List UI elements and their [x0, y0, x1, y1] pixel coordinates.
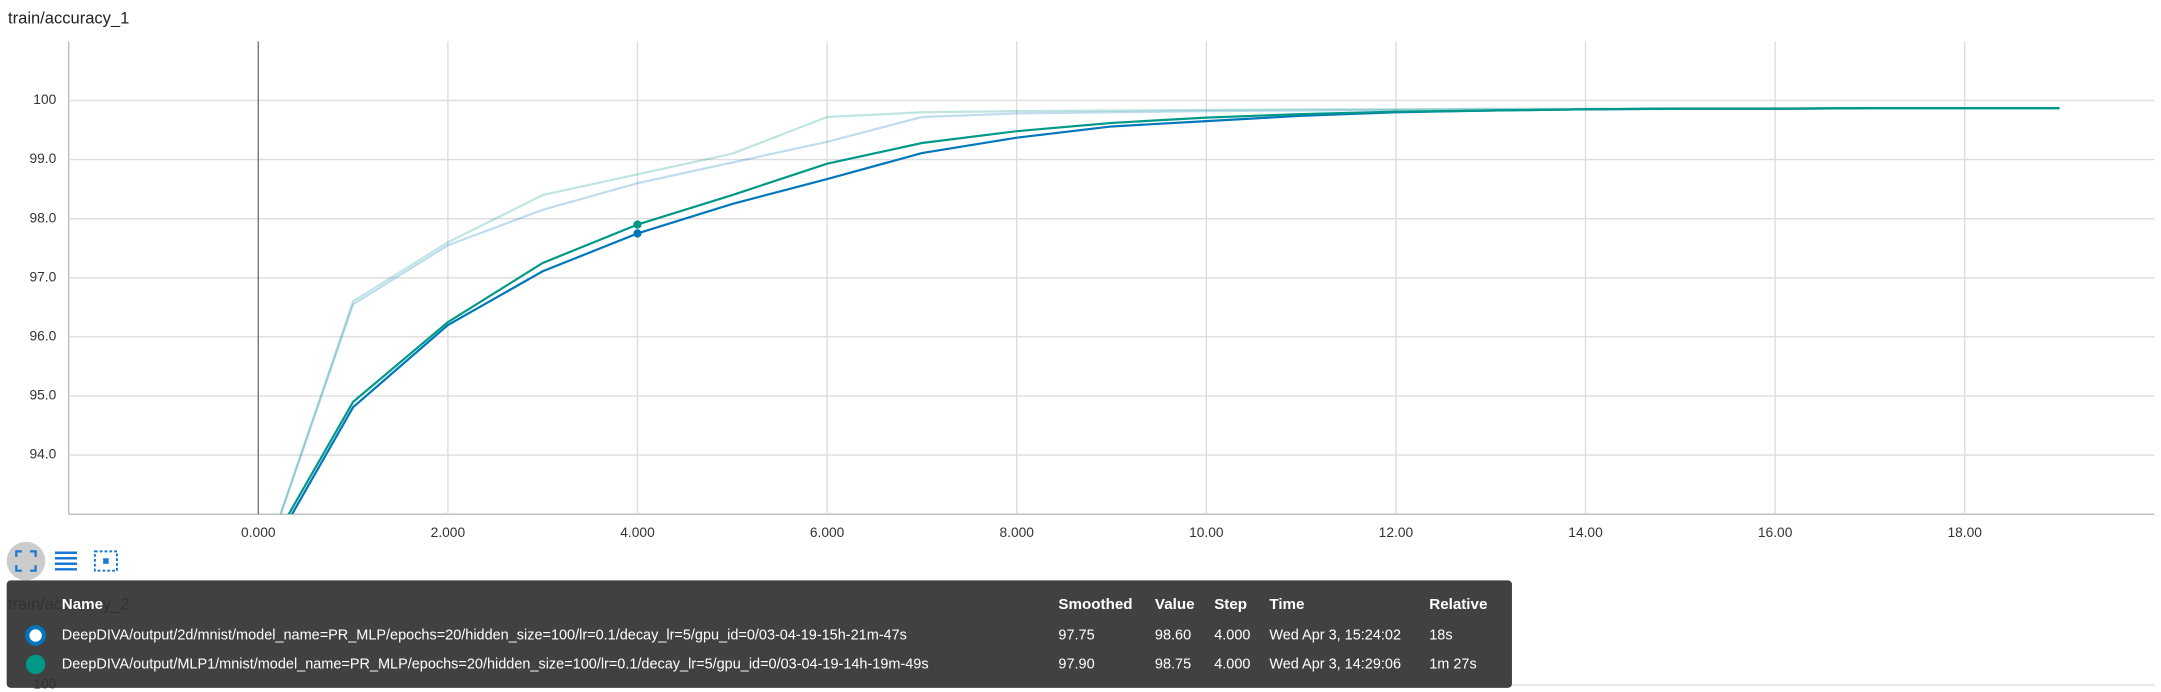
x-tick-label: 16.00	[1758, 525, 1793, 540]
y-tick-label: 96.0	[29, 329, 56, 344]
tooltip-header: Smoothed	[1058, 596, 1132, 613]
y-tick-label: 95.0	[29, 388, 56, 403]
x-tick-label: 14.00	[1568, 525, 1603, 540]
y-tick-label: 98.0	[29, 210, 56, 225]
grid	[68, 41, 2155, 515]
highlight-point	[633, 229, 642, 238]
tooltip-header: Name	[62, 596, 103, 613]
tooltip-cell: DeepDIVA/output/MLP1/mnist/model_name=PR…	[62, 656, 929, 672]
tooltip-cell: Wed Apr 3, 14:29:06	[1269, 656, 1401, 672]
raw-line	[279, 107, 2060, 515]
x-tick-label: 10.00	[1189, 525, 1224, 540]
tooltip-cell: 18s	[1429, 627, 1452, 643]
smoothed-line	[287, 107, 2060, 515]
tooltip-header: Value	[1155, 596, 1195, 613]
lines-button[interactable]	[54, 551, 77, 571]
fit-domain-button[interactable]	[93, 550, 118, 572]
x-tick-label: 2.000	[431, 525, 466, 540]
fullscreen-icon	[15, 550, 37, 572]
smoothed-line	[290, 107, 2060, 515]
x-tick-label: 6.000	[810, 525, 845, 540]
tooltip-cell: 4.000	[1214, 627, 1250, 643]
tooltip-bg	[6, 580, 1512, 688]
y-tick-label: 100	[33, 92, 56, 107]
tooltip-cell: DeepDIVA/output/2d/mnist/model_name=PR_M…	[62, 627, 907, 643]
x-tick-label: 4.000	[620, 525, 655, 540]
tooltip-cell: Wed Apr 3, 15:24:02	[1269, 627, 1401, 643]
tooltip-cell: 1m 27s	[1429, 656, 1476, 672]
y-tick-label: 97.0	[29, 269, 56, 284]
axis-labels: 94.0 95.0 96.0 97.0 98.0 99.0 100 0.000 2.000 4.0…	[29, 92, 1982, 540]
x-tick-label: 8.000	[999, 525, 1034, 540]
tooltip-cell: 97.90	[1058, 656, 1094, 672]
tooltip-cell: 98.60	[1155, 627, 1191, 643]
y-tick-label: 99.0	[29, 151, 56, 166]
y-tick-label: 94.0	[29, 447, 56, 462]
series-swatch	[25, 625, 46, 646]
tooltip-cell: 97.75	[1058, 627, 1094, 643]
tooltip-header: Time	[1269, 596, 1304, 613]
raw-line	[279, 107, 2060, 515]
chart-title: train/accuracy_1	[8, 9, 129, 28]
toolbar	[6, 541, 118, 581]
tooltip-header: Step	[1214, 596, 1247, 613]
fullscreen-button[interactable]	[6, 541, 46, 581]
plot-lines	[279, 107, 2060, 515]
series-swatch	[25, 654, 46, 675]
tooltip-cell: 4.000	[1214, 656, 1250, 672]
x-tick-label: 18.00	[1948, 525, 1983, 540]
fit-domain-icon	[103, 558, 109, 564]
x-tick-label: 12.00	[1379, 525, 1414, 540]
tooltip-header: Relative	[1429, 596, 1487, 613]
highlight-point	[633, 220, 642, 229]
x-tick-label: 0.000	[241, 525, 276, 540]
tooltip: Name Smoothed Value Step Time Relative DeepDIV…	[6, 580, 1512, 688]
tooltip-cell: 98.75	[1155, 656, 1191, 672]
